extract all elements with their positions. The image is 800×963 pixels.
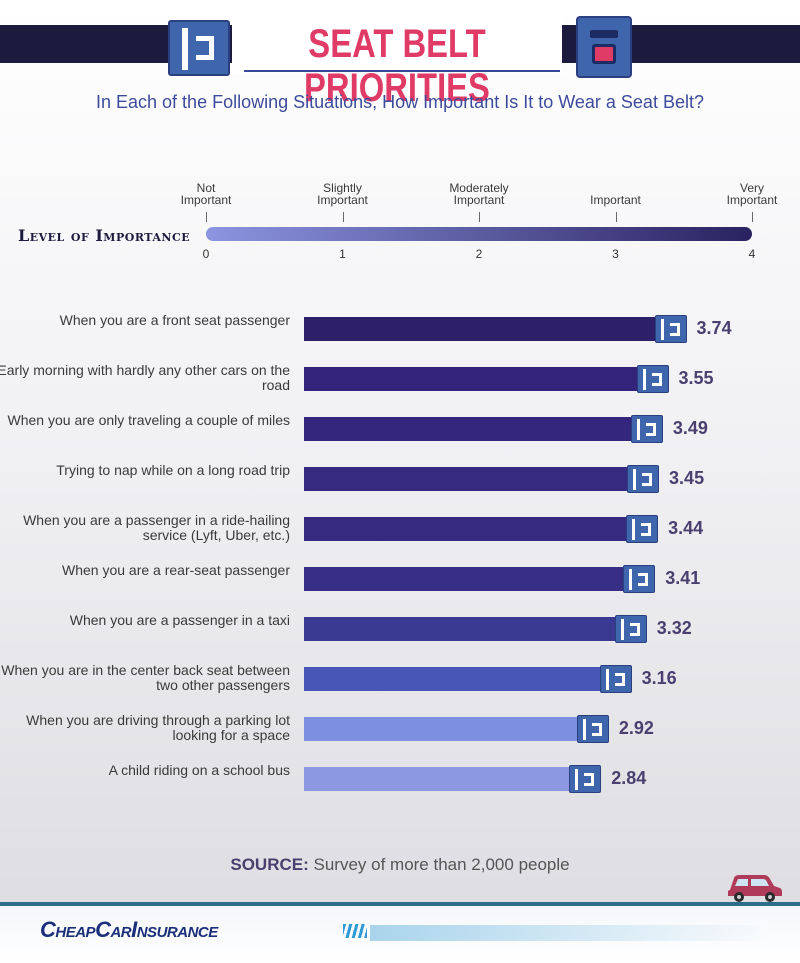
bar-category-label: Trying to nap while on a long road trip [56, 462, 290, 478]
scale-tick-label: 3 [612, 247, 619, 261]
scale-level-label: Important [590, 193, 641, 207]
seat-belt-buckle-icon [627, 465, 660, 493]
bar-category-label: When you are a passenger in a taxi [69, 612, 290, 628]
scale-level-label: Moderately Important [449, 181, 509, 207]
bar-category-label: When you are driving through a parking l… [26, 712, 290, 743]
seat-belt-buckle-icon [576, 16, 632, 78]
bar-category-label: When you are a passenger in a ride-haili… [23, 512, 290, 543]
bar-value-label: 2.84 [611, 768, 647, 788]
brand-logo: CheapCarInsurance [40, 917, 218, 942]
seat-belt-buckle-icon [623, 565, 656, 593]
brand-stripes [343, 924, 367, 938]
page-title: SEAT BELT PRIORITIES [304, 22, 490, 110]
scale-tick-label: 0 [202, 247, 210, 261]
bar-value-label: 3.45 [669, 468, 705, 488]
bar-value-label: 3.41 [665, 568, 701, 588]
bar [304, 467, 632, 491]
scale-tick [206, 212, 207, 222]
title-box: SEAT BELT PRIORITIES [232, 14, 562, 110]
seat-belt-buckle-icon [614, 615, 647, 643]
brand-fade [370, 925, 770, 941]
bar [304, 517, 631, 541]
seat-belt-buckle-icon [599, 665, 632, 693]
scale-tick [752, 212, 753, 222]
source-text: Survey of more than 2,000 people [313, 855, 570, 874]
scale-tick [615, 212, 617, 222]
title-underline [244, 70, 560, 72]
bar-value-label: 3.16 [641, 668, 677, 688]
bar-category-label: A child riding on a school bus [108, 762, 290, 778]
seat-belt-buckle-icon [576, 715, 609, 743]
bar [304, 717, 581, 741]
scale-tick-label: 4 [748, 247, 756, 261]
scale-title: Level of Importance [18, 226, 191, 245]
seat-belt-tongue-icon [168, 20, 230, 76]
bar [304, 367, 641, 391]
scale-tick-label: 1 [339, 247, 346, 261]
bar-category-label: When you are in the center back seat bet… [1, 662, 290, 693]
bar [304, 317, 659, 341]
scale-level-label: Not Important [180, 181, 232, 207]
scale-level-label: Very Important [726, 181, 778, 207]
bar-value-label: 3.32 [656, 618, 692, 638]
scale-tick [479, 212, 480, 222]
bar-category-label: When you are only traveling a couple of … [7, 412, 290, 428]
bar-category-label: When you are a front seat passenger [59, 312, 290, 328]
bar-value-label: 2.92 [618, 718, 654, 738]
seat-belt-buckle-icon [569, 765, 602, 793]
scale-level-label: Slightly Important [317, 181, 368, 207]
importance-scale-bar [206, 227, 752, 241]
bar-value-label: 3.44 [668, 518, 704, 538]
bar [304, 417, 635, 441]
scale-tick [342, 212, 344, 222]
header: SEAT BELT PRIORITIES [0, 0, 800, 110]
bar-value-label: 3.74 [696, 318, 732, 338]
bar [304, 567, 628, 591]
bar [304, 667, 604, 691]
source-note: SOURCE: Survey of more than 2,000 people [0, 855, 800, 875]
seat-belt-buckle-icon [626, 515, 659, 543]
footer-divider [0, 902, 800, 906]
seat-belt-buckle-icon [636, 365, 669, 393]
bar [304, 617, 619, 641]
seat-belt-buckle-icon [630, 415, 663, 443]
source-label: SOURCE: [230, 855, 309, 874]
bar-value-label: 3.55 [678, 368, 714, 388]
bar-category-label: When you are a rear-seat passenger [61, 562, 290, 578]
bar [304, 767, 574, 791]
subtitle: In Each of the Following Situations, How… [96, 92, 704, 112]
scale-tick-label: 2 [475, 247, 483, 261]
bar-value-label: 3.49 [672, 418, 708, 438]
car-icon [728, 875, 782, 902]
seat-belt-buckle-icon [654, 315, 687, 343]
bar-category-label: Early morning with hardly any other cars… [0, 362, 290, 393]
